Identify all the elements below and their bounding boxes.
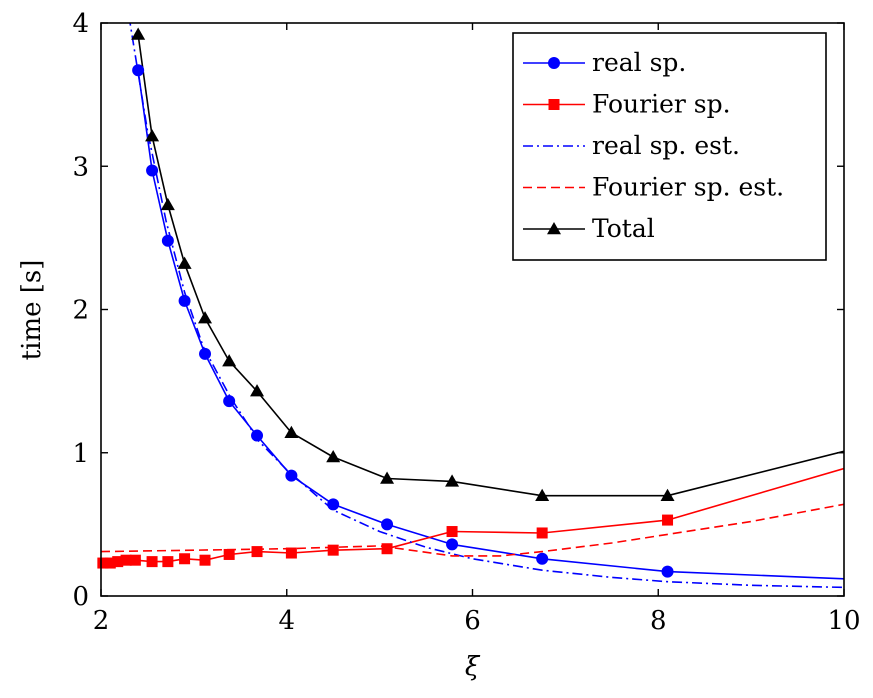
y-tick-label: 3 bbox=[72, 152, 89, 182]
data-point-4 bbox=[145, 129, 160, 142]
data-point-0 bbox=[446, 538, 459, 551]
data-point-1 bbox=[381, 543, 393, 555]
data-point-4 bbox=[660, 488, 675, 501]
data-point-0 bbox=[285, 469, 298, 482]
legend-label: real sp. est. bbox=[592, 131, 740, 160]
data-point-0 bbox=[161, 234, 174, 247]
data-point-4 bbox=[326, 450, 341, 463]
data-point-1 bbox=[662, 514, 674, 526]
data-point-4 bbox=[250, 384, 265, 397]
data-point-4 bbox=[284, 425, 299, 438]
data-point-4 bbox=[535, 488, 550, 501]
x-tick-label: 4 bbox=[278, 606, 295, 636]
data-point-1 bbox=[97, 557, 109, 569]
legend-marker bbox=[547, 222, 561, 235]
data-point-0 bbox=[146, 164, 159, 177]
y-axis-ticks: 0 1 2 3 4 bbox=[72, 9, 844, 612]
legend-label: real sp. bbox=[592, 48, 686, 77]
data-point-1 bbox=[251, 546, 263, 558]
marker-layer bbox=[97, 27, 675, 578]
data-point-1 bbox=[285, 547, 297, 559]
data-point-0 bbox=[199, 347, 212, 360]
data-point-1 bbox=[446, 526, 458, 538]
data-point-0 bbox=[223, 395, 236, 408]
data-point-1 bbox=[146, 556, 158, 568]
series-line-1 bbox=[102, 467, 844, 564]
data-point-0 bbox=[251, 429, 264, 442]
data-point-0 bbox=[132, 64, 145, 77]
data-point-4 bbox=[222, 354, 237, 367]
data-point-1 bbox=[536, 527, 548, 539]
data-point-0 bbox=[327, 498, 340, 511]
legend-label: Total bbox=[592, 214, 655, 243]
x-tick-label: 10 bbox=[827, 606, 860, 636]
data-point-1 bbox=[120, 554, 132, 566]
data-point-4 bbox=[160, 197, 175, 211]
series-line-0 bbox=[137, 70, 844, 580]
legend-marker bbox=[548, 99, 560, 110]
x-tick-label: 8 bbox=[650, 606, 667, 636]
legend-label: Fourier sp. bbox=[592, 90, 731, 119]
data-point-4 bbox=[177, 256, 192, 269]
data-point-1 bbox=[104, 557, 116, 569]
y-tick-label: 2 bbox=[72, 296, 89, 326]
plot-frame bbox=[100, 22, 845, 597]
data-point-1 bbox=[199, 554, 211, 566]
y-tick-label: 1 bbox=[72, 439, 89, 469]
data-point-0 bbox=[536, 552, 549, 565]
data-point-1 bbox=[179, 553, 191, 565]
legend-marker bbox=[548, 57, 560, 69]
data-point-4 bbox=[198, 311, 213, 324]
data-point-1 bbox=[223, 548, 235, 560]
data-point-0 bbox=[178, 294, 191, 307]
y-tick-label: 0 bbox=[72, 582, 89, 612]
data-point-1 bbox=[129, 554, 141, 566]
x-tick-label: 6 bbox=[464, 606, 481, 636]
data-point-4 bbox=[131, 27, 146, 40]
data-point-1 bbox=[162, 556, 174, 568]
data-point-1 bbox=[327, 544, 339, 556]
data-point-4 bbox=[445, 474, 460, 487]
legend: real sp. Fourier sp. real sp. est. Fourier … bbox=[512, 32, 827, 261]
data-point-0 bbox=[661, 565, 674, 578]
legend-label: Fourier sp. est. bbox=[592, 173, 784, 202]
y-axis-label: time [s] bbox=[17, 260, 47, 361]
data-point-4 bbox=[380, 471, 395, 484]
y-tick-label: 4 bbox=[72, 9, 89, 39]
x-axis-ticks: 2 4 6 8 10 bbox=[93, 23, 861, 636]
data-point-0 bbox=[381, 518, 394, 531]
series-line-4 bbox=[137, 34, 844, 497]
x-tick-label: 2 bbox=[93, 606, 110, 636]
x-axis-label: ξ bbox=[465, 652, 481, 682]
data-point-1 bbox=[112, 556, 124, 568]
